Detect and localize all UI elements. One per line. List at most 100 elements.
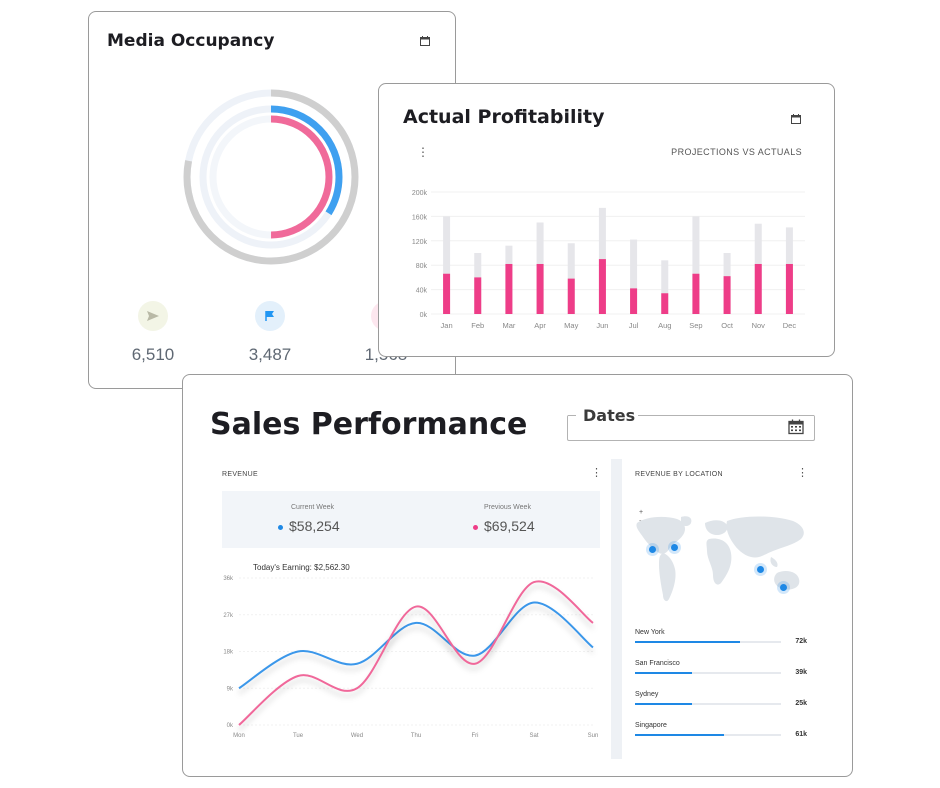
pink-dot-icon (473, 524, 478, 530)
x-tick-label: Jul (629, 321, 639, 330)
media-occupancy-title: Media Occupancy (107, 31, 275, 51)
y-tick-label: 0k (227, 723, 234, 729)
x-tick-label: Dec (783, 321, 797, 330)
stat-value: 3,487 (248, 345, 292, 364)
y-tick-label: 36k (223, 576, 234, 582)
bar-actual (567, 278, 575, 314)
x-tick-label: Apr (534, 321, 546, 330)
previous-week-value: $69,524 (473, 518, 535, 534)
x-tick-label: May (564, 321, 578, 330)
location-value: 25k (795, 700, 807, 707)
bar-actual (785, 263, 793, 314)
map-marker-sydney[interactable] (780, 584, 787, 591)
chart-subtitle: PROJECTIONS VS ACTUALS (671, 147, 802, 157)
previous-week-label: Previous Week (484, 504, 531, 511)
calendar-icon[interactable] (420, 36, 430, 46)
x-tick-label: Fri (472, 733, 479, 739)
location-progress-fill (635, 703, 692, 705)
y-tick-label: 9k (227, 686, 234, 692)
y-tick-label: 18k (223, 650, 234, 656)
flag-icon (255, 301, 285, 331)
location-progress-fill (635, 641, 741, 643)
week-summary: Current Week $58,254 Previous Week $69,5… (222, 491, 600, 548)
location-value: 72k (795, 638, 807, 645)
more-options-icon[interactable]: ⋮ (417, 145, 429, 159)
current-week-label: Current Week (291, 504, 335, 511)
map-marker-new-york[interactable] (671, 544, 678, 551)
map-marker-singapore[interactable] (757, 566, 764, 573)
bar-projection (443, 216, 451, 314)
bar-projection (692, 216, 700, 314)
revenue-label: REVENUE (222, 471, 258, 478)
more-options-icon[interactable]: ⋮ (797, 467, 808, 479)
bar-actual (443, 273, 451, 314)
bar-actual (505, 263, 513, 314)
bar-actual (754, 263, 762, 314)
map-marker-san-francisco[interactable] (649, 546, 656, 553)
sales-performance-card: Sales Performance Dates REVENUE ⋮ Curren… (182, 374, 853, 777)
bar-projection (661, 260, 669, 314)
zoom-in-button[interactable]: + (639, 509, 644, 516)
location-panel: REVENUE BY LOCATION ⋮ + − New York72kSan… (629, 459, 817, 759)
location-name: Sydney (635, 691, 659, 698)
x-tick-label: Mon (233, 733, 245, 739)
y-tick-label: 0k (420, 312, 428, 319)
bar-actual (723, 276, 731, 314)
x-tick-label: Feb (471, 321, 484, 330)
revenue-panel: REVENUE ⋮ Current Week $58,254 Previous … (211, 459, 609, 759)
dates-label: Dates (583, 406, 636, 425)
calendar-icon[interactable] (788, 419, 804, 435)
bar-projection (630, 239, 638, 314)
location-progress-bar (635, 703, 781, 705)
location-item: New York 72k (635, 629, 807, 657)
ring-outer-arc (183, 89, 359, 265)
more-options-icon[interactable]: ⋮ (591, 467, 602, 479)
line-previous (238, 580, 594, 726)
location-item: San Francisco 39k (635, 660, 807, 688)
line-current (238, 601, 594, 690)
x-tick-label: Sep (689, 321, 702, 330)
calendar-icon[interactable] (791, 114, 801, 124)
x-tick-label: Oct (721, 321, 734, 330)
location-progress-fill (635, 734, 725, 736)
x-tick-label: Nov (752, 321, 766, 330)
location-item: Sydney 25k (635, 691, 807, 719)
bar-actual (598, 259, 606, 314)
todays-earning: Today's Earning: $2,562.30 (253, 563, 350, 572)
x-tick-label: Thu (411, 733, 421, 739)
dates-field[interactable]: Dates (567, 406, 815, 441)
location-label: REVENUE BY LOCATION (635, 471, 723, 478)
location-progress-fill (635, 672, 692, 674)
y-tick-label: 160k (412, 214, 428, 221)
bar-actual (630, 288, 638, 314)
bar-actual (692, 273, 700, 314)
bar-actual (661, 293, 669, 314)
panel-divider (611, 459, 622, 759)
y-tick-label: 120k (412, 239, 428, 246)
stat-value: 6,510 (131, 345, 175, 364)
revenue-line-chart: 0k 9k 18k 27k 36k Mon Tue Wed Thu Fri Sat Sun (223, 576, 599, 739)
x-tick-label: Mar (502, 321, 515, 330)
location-item: Singapore 61k (635, 722, 807, 750)
profitability-card: Actual Profitability ⋮ PROJECTIONS VS AC… (378, 83, 835, 357)
y-tick-label: 40k (416, 288, 428, 295)
bar-actual (536, 263, 544, 314)
x-tick-label: Sun (588, 733, 599, 739)
bar-actual (474, 277, 482, 314)
profitability-title: Actual Profitability (403, 106, 605, 128)
location-value: 61k (795, 731, 807, 738)
location-progress-bar (635, 641, 781, 643)
blue-dot-icon (278, 524, 283, 530)
x-tick-label: Jan (441, 321, 453, 330)
location-name: San Francisco (635, 660, 680, 667)
world-map (636, 516, 804, 602)
location-progress-bar (635, 672, 781, 674)
y-tick-label: 80k (416, 263, 428, 270)
profitability-bar-chart: 0k 40k 80k 120k 160k 200k Jan Feb Mar Apr May Jun Ju… (412, 190, 805, 330)
x-tick-label: Wed (351, 733, 363, 739)
send-icon (138, 301, 168, 331)
occupancy-ring-chart (183, 89, 359, 265)
location-name: New York (635, 629, 665, 636)
current-week-value: $58,254 (278, 518, 340, 534)
stat-send: 6,510 (123, 301, 183, 365)
